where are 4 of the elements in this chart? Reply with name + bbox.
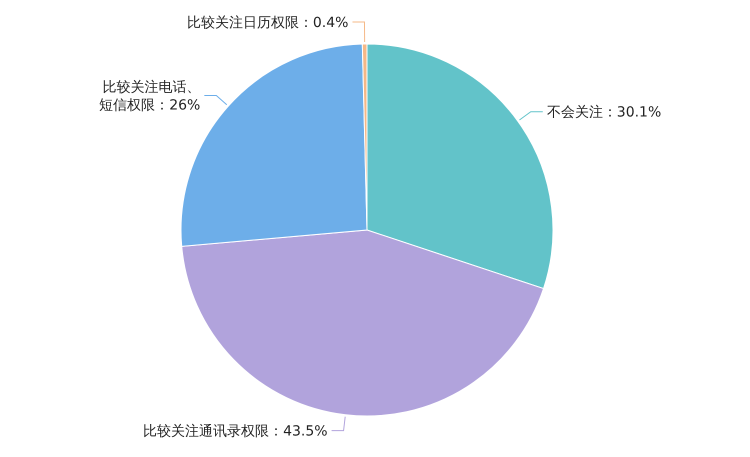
slice-label: 比较关注日历权限：0.4% [186, 14, 348, 31]
slice-label: 比较关注通讯录权限：43.5% [143, 424, 328, 440]
slice-label: 不会关注：30.1% [546, 104, 662, 121]
slice-label: 比较关注电话、短信权限：26% [99, 79, 200, 114]
